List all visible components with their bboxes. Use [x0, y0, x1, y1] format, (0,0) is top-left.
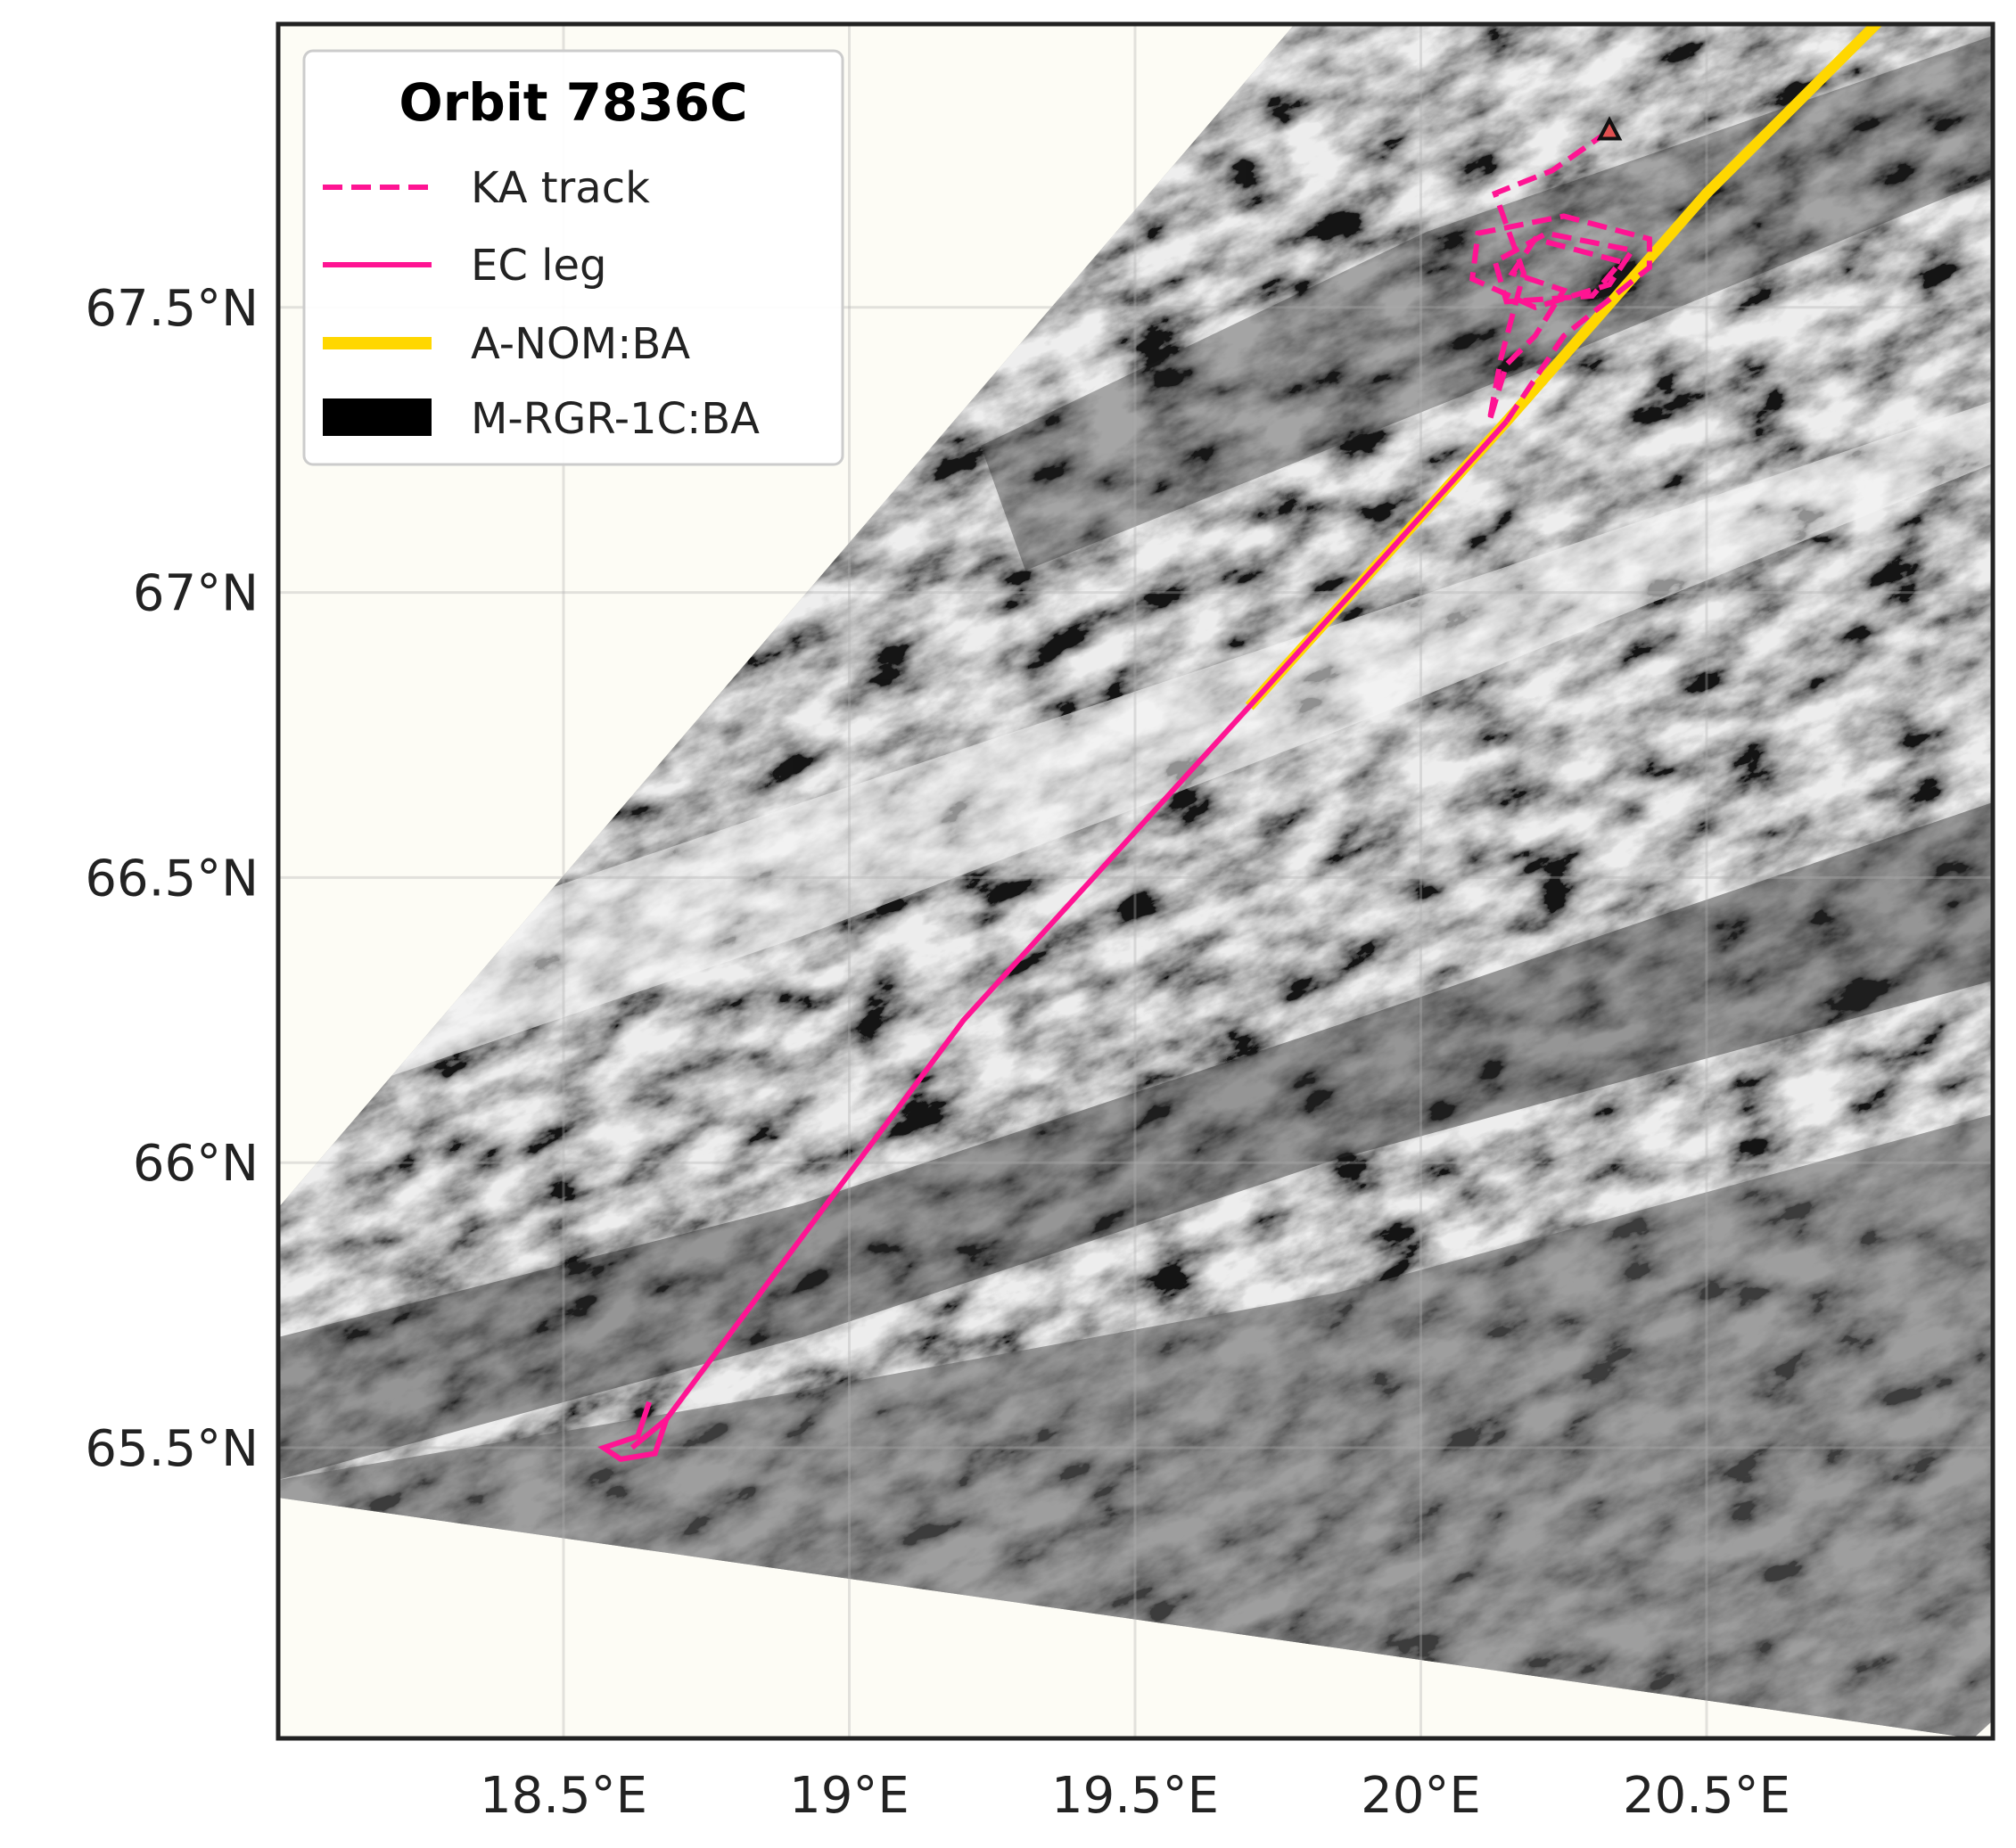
y-tick-label: 67°N: [133, 565, 259, 623]
legend-box: [302, 49, 844, 466]
legend-label-a-nom: A-NOM:BA: [471, 319, 690, 369]
y-tick-label: 65.5°N: [85, 1420, 259, 1478]
x-axis-ticks: 18.5°E 19°E 19.5°E 20°E 20.5°E: [480, 1767, 1790, 1825]
x-tick-label: 20.5°E: [1623, 1767, 1790, 1825]
ec-leg-track: [629, 419, 1509, 1450]
y-axis-ticks: 65.5°N 66°N 66.5°N 67°N 67.5°N: [85, 280, 259, 1478]
legend-swatch-m-rgr: [323, 398, 432, 436]
y-tick-label: 66°N: [133, 1135, 259, 1193]
legend: Orbit 7836C KA track EC leg A-NOM:BA M-R…: [302, 49, 844, 466]
x-tick-label: 19°E: [789, 1767, 909, 1825]
x-tick-label: 19.5°E: [1051, 1767, 1219, 1825]
legend-label-ec-leg: EC leg: [471, 241, 606, 291]
track-end-triangle-marker: [1596, 116, 1623, 141]
x-tick-label: 18.5°E: [480, 1767, 647, 1825]
y-tick-label: 67.5°N: [85, 280, 259, 338]
legend-title: Orbit 7836C: [399, 72, 747, 133]
legend-label-m-rgr: M-RGR-1C:BA: [471, 394, 760, 444]
legend-label-ka-track: KA track: [471, 163, 650, 213]
x-tick-label: 20°E: [1361, 1767, 1481, 1825]
track-overlays: [597, 24, 1882, 1462]
ka-track: [1469, 128, 1652, 423]
y-tick-label: 66.5°N: [85, 850, 259, 908]
axes-frame: [276, 21, 1995, 1741]
ec-leg-start-loop: [597, 1400, 670, 1462]
